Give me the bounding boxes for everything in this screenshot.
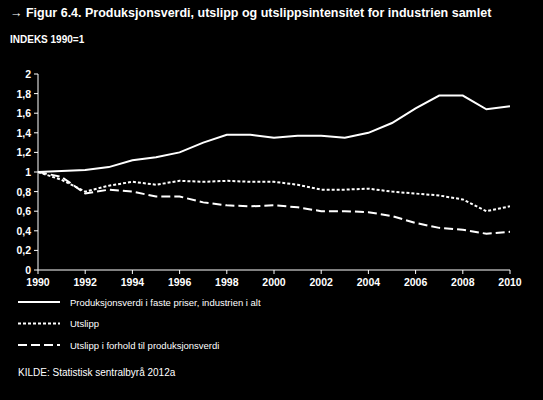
y-tick-label: 0,2 (16, 244, 31, 256)
y-tick-label: 1,6 (16, 107, 31, 119)
legend-swatch (18, 344, 60, 346)
x-tick-label: 1994 (121, 276, 145, 288)
x-tick-label: 2002 (310, 276, 334, 288)
y-tick-label: 0 (25, 264, 31, 276)
y-tick (34, 132, 38, 133)
y-tick (34, 230, 38, 231)
x-tick (510, 270, 511, 274)
x-tick-label: 2008 (451, 276, 475, 288)
background (0, 0, 543, 400)
x-tick (179, 270, 180, 274)
y-tick-label: 2 (25, 68, 31, 80)
y-tick (34, 93, 38, 94)
series-line (38, 96, 510, 172)
y-axis-label: INDEKS 1990=1 (10, 34, 85, 45)
legend-label: Produksjonsverdi i faste priser, industr… (70, 297, 261, 308)
y-tick (34, 191, 38, 192)
x-tick-label: 1996 (168, 276, 192, 288)
y-tick (34, 270, 38, 271)
x-tick-label: 1998 (215, 276, 239, 288)
y-tick-label: 1,4 (16, 127, 31, 139)
x-tick (274, 270, 275, 274)
legend-label: Utslipp i forhold til produksjonsverdi (70, 340, 219, 351)
series-line (38, 172, 510, 234)
x-tick-label: 2010 (498, 276, 522, 288)
y-tick-label: 1 (25, 166, 31, 178)
legend-swatch (18, 323, 60, 325)
x-tick (226, 270, 227, 274)
x-tick-label: 1992 (74, 276, 98, 288)
series-line (38, 172, 510, 211)
x-tick (415, 270, 416, 274)
x-tick (132, 270, 133, 274)
x-tick (462, 270, 463, 274)
title: → Figur 6.4. Produksjonsverdi, utslipp o… (10, 6, 492, 20)
y-tick (34, 211, 38, 212)
x-tick-label: 1990 (26, 276, 50, 288)
y-tick-label: 0,4 (16, 225, 31, 237)
y-tick-label: 1,8 (16, 88, 31, 100)
x-tick-label: 2000 (262, 276, 286, 288)
x-tick (368, 270, 369, 274)
x-tick (38, 270, 39, 274)
x-tick-label: 2006 (404, 276, 428, 288)
y-tick-label: 0,6 (16, 205, 31, 217)
x-tick-label: 2004 (357, 276, 381, 288)
source: KILDE: Statistisk sentralbyrå 2012a (18, 367, 176, 378)
legend-label: Utslipp (70, 318, 99, 329)
plot-area (38, 96, 510, 234)
y-tick (34, 250, 38, 251)
y-tick (34, 152, 38, 153)
chart: → Figur 6.4. Produksjonsverdi, utslipp o… (0, 0, 543, 400)
x-tick (85, 270, 86, 274)
y-tick (34, 172, 38, 173)
y-tick (34, 74, 38, 75)
y-tick (34, 113, 38, 114)
legend-swatch (18, 301, 60, 303)
y-tick-label: 1,2 (16, 146, 31, 158)
y-tick-label: 0,8 (16, 186, 31, 198)
x-tick (321, 270, 322, 274)
